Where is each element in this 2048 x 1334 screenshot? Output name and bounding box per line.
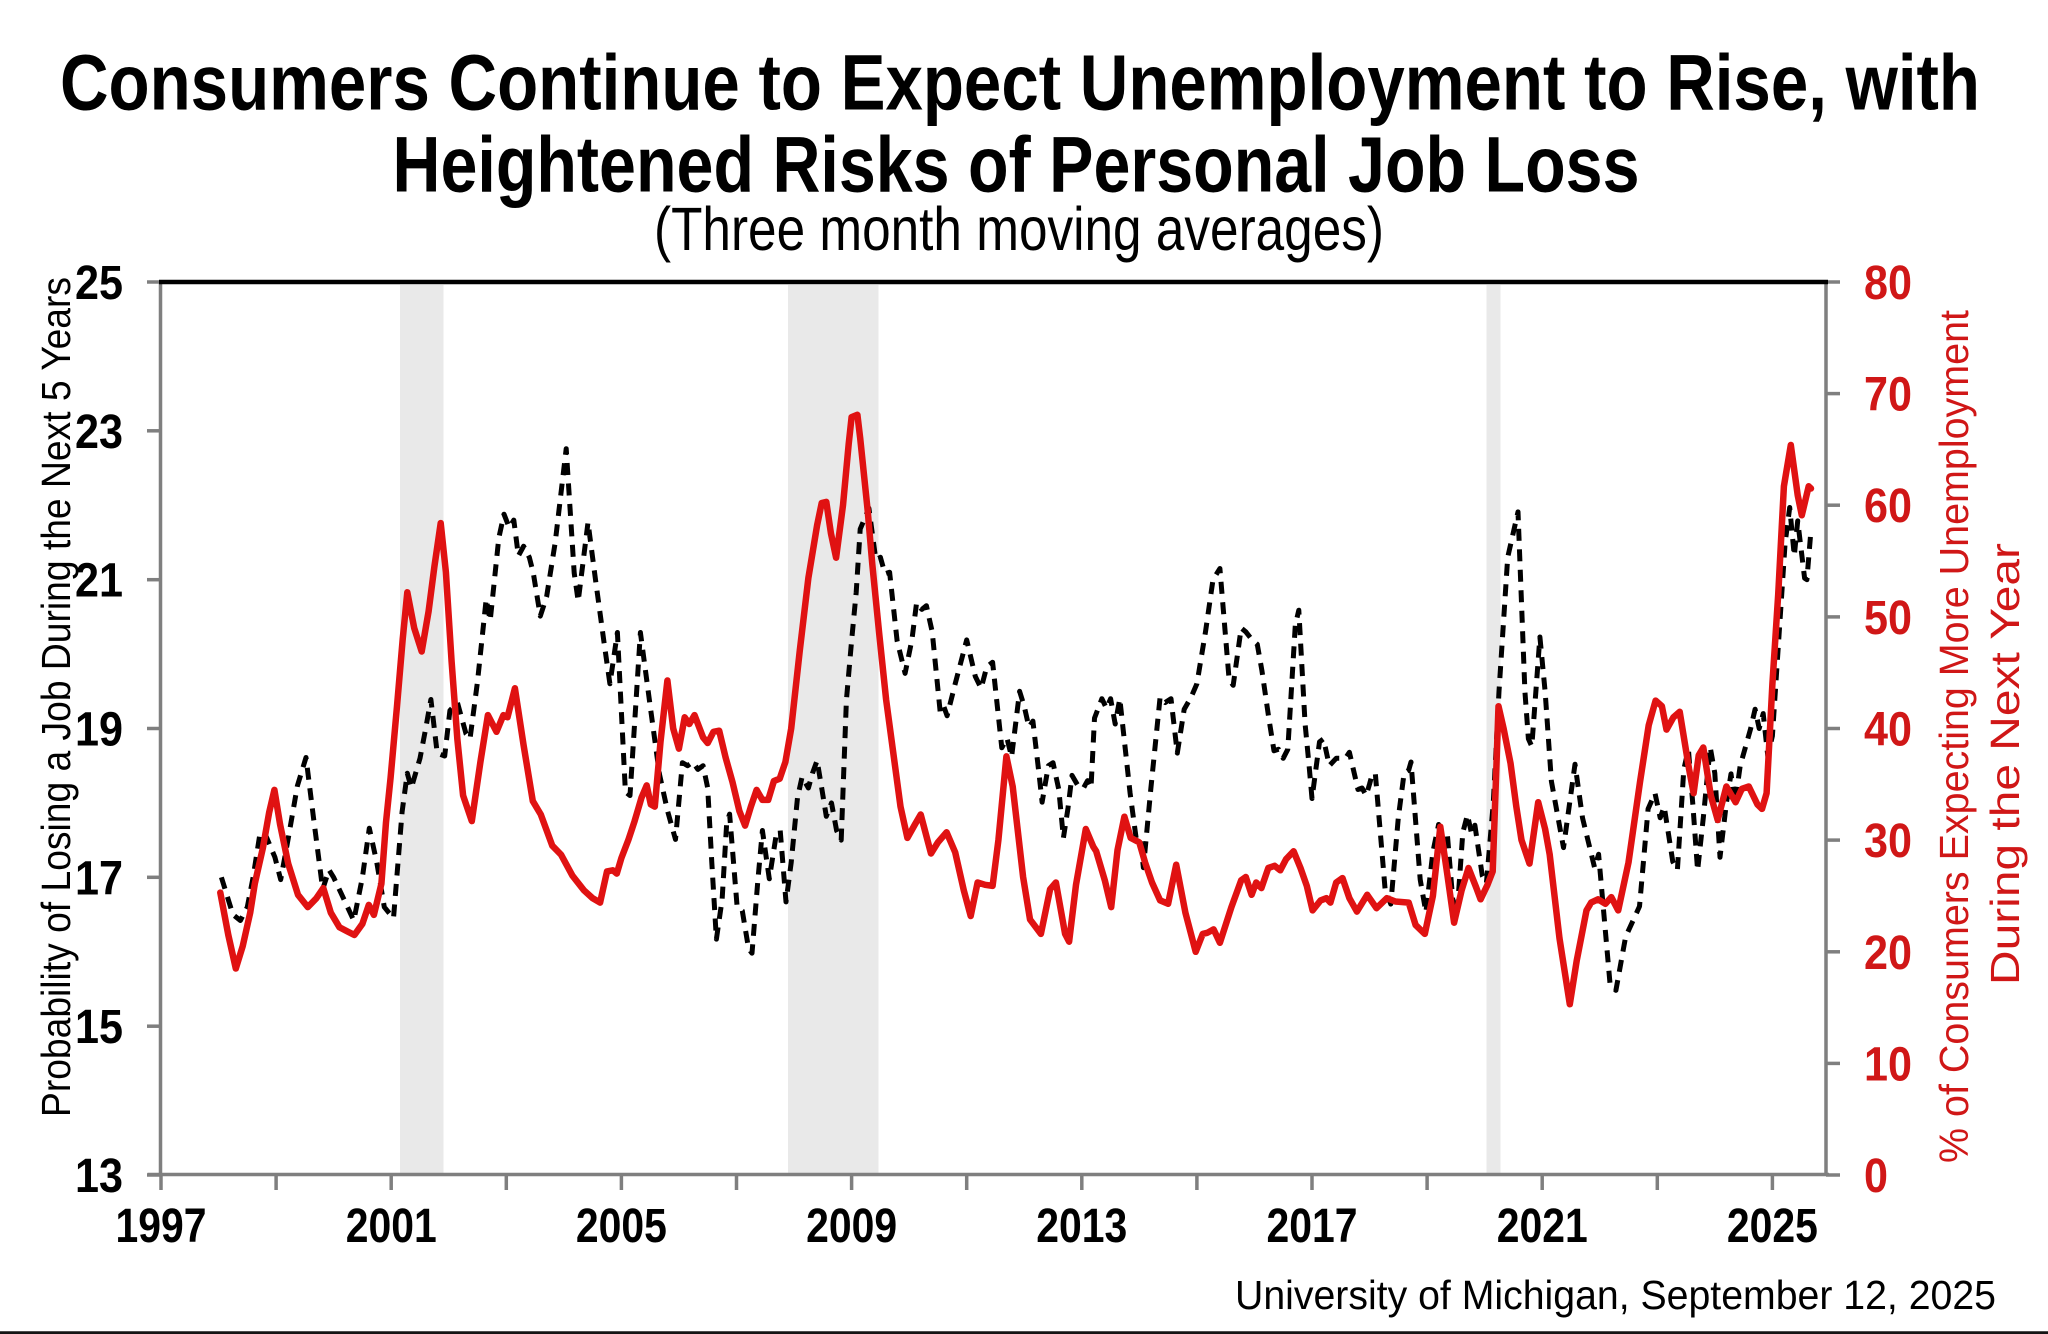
svg-text:2017: 2017 bbox=[1267, 1200, 1358, 1253]
svg-text:50: 50 bbox=[1864, 592, 1912, 645]
svg-text:0: 0 bbox=[1864, 1150, 1888, 1203]
svg-text:Heightened Risks of Personal J: Heightened Risks of Personal Job Loss bbox=[393, 120, 1640, 209]
svg-text:25: 25 bbox=[75, 257, 123, 310]
svg-text:University of Michigan, Septem: University of Michigan, September 12, 20… bbox=[1235, 1272, 1996, 1318]
svg-text:17: 17 bbox=[75, 852, 123, 905]
svg-text:Probability of Losing a Job Du: Probability of Losing a Job During the N… bbox=[33, 277, 79, 1117]
svg-text:21: 21 bbox=[75, 555, 123, 608]
svg-text:1997: 1997 bbox=[116, 1200, 207, 1253]
svg-text:40: 40 bbox=[1864, 704, 1912, 757]
svg-text:2009: 2009 bbox=[806, 1200, 897, 1253]
svg-text:2013: 2013 bbox=[1036, 1200, 1127, 1253]
svg-text:30: 30 bbox=[1864, 815, 1912, 868]
svg-text:2001: 2001 bbox=[346, 1200, 437, 1253]
svg-text:13: 13 bbox=[75, 1150, 123, 1203]
svg-text:During the Next Year: During the Next Year bbox=[1982, 543, 2028, 985]
svg-text:70: 70 bbox=[1864, 369, 1912, 422]
svg-text:10: 10 bbox=[1864, 1038, 1912, 1091]
svg-text:19: 19 bbox=[75, 704, 123, 757]
svg-text:(Three month moving averages): (Three month moving averages) bbox=[654, 195, 1384, 263]
svg-text:Consumers Continue to Expect U: Consumers Continue to Expect Unemploymen… bbox=[60, 38, 1980, 127]
svg-text:23: 23 bbox=[75, 406, 123, 459]
svg-text:15: 15 bbox=[75, 1001, 123, 1054]
svg-text:60: 60 bbox=[1864, 480, 1912, 533]
svg-text:20: 20 bbox=[1864, 927, 1912, 980]
svg-text:2025: 2025 bbox=[1727, 1200, 1818, 1253]
svg-text:80: 80 bbox=[1864, 257, 1912, 310]
svg-text:2005: 2005 bbox=[576, 1200, 667, 1253]
svg-text:2021: 2021 bbox=[1497, 1200, 1588, 1253]
svg-text:% of Consumers Expecting More: % of Consumers Expecting More Unemployme… bbox=[1931, 309, 1977, 1163]
